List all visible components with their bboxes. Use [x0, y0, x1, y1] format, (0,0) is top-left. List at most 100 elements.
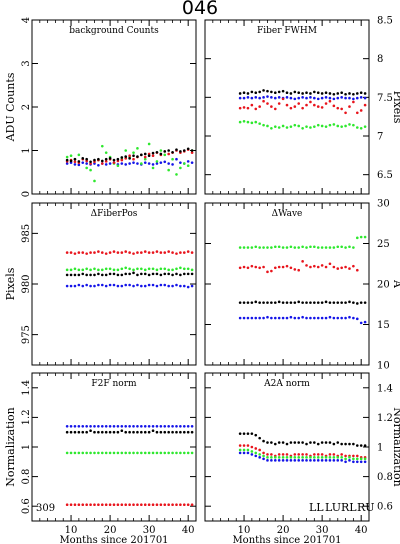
- background-counts-point-series-2: [136, 147, 139, 150]
- a2a-norm-point-series-3: [344, 457, 347, 461]
- fiber-fwhm-point-series-2: [352, 97, 355, 101]
- fiber-fwhm-point-series-1: [336, 92, 340, 95]
- fiber-fwhm-point-series-1: [289, 92, 293, 95]
- f2f-norm-point-series-2: [151, 429, 155, 433]
- f2f-norm-point-series-3: [85, 451, 88, 455]
- wave-point-series-3: [320, 301, 324, 304]
- fiber-fwhm-frame: [204, 19, 370, 195]
- background-counts-point-series-1: [167, 162, 170, 165]
- fiberpos-point-series-1: [65, 251, 69, 254]
- wave-point-series-2: [273, 266, 277, 270]
- fiber-fwhm-point-series-3: [258, 105, 261, 108]
- fiberpos-point-series-4: [85, 283, 88, 287]
- wave-point-series-4: [348, 315, 351, 319]
- a2a-norm-point-series-4: [277, 459, 281, 462]
- f2f-norm-point-series-4: [112, 503, 116, 507]
- a2a-norm-point-series-4: [246, 451, 250, 455]
- f2f-norm-point-series-4: [190, 503, 194, 507]
- fiberpos-point-series-2: [81, 268, 85, 272]
- fiberpos-point-series-3: [89, 273, 92, 277]
- wave-point-series-2: [305, 264, 308, 267]
- f2f-norm-point-series-3: [97, 451, 100, 455]
- fiberpos-point-series-1: [89, 251, 92, 254]
- fiber-fwhm-point-series-4: [352, 123, 355, 127]
- fiberpos-point-series-1: [97, 250, 100, 253]
- fiberpos-point-series-1: [140, 251, 143, 254]
- background-counts-point-series-4: [190, 149, 194, 152]
- background-counts-point-series-3: [112, 161, 116, 164]
- fiber-fwhm-point-series-2: [254, 96, 258, 99]
- f2f-norm-point-series-3: [89, 451, 92, 455]
- fiber-fwhm-point-series-4: [246, 120, 250, 124]
- a2a-norm-point-series-4: [266, 459, 269, 462]
- fiberpos-point-series-1: [163, 251, 167, 254]
- a2a-norm-point-series-1: [305, 442, 308, 446]
- fiber-fwhm-point-series-2: [355, 96, 359, 100]
- a2a-norm-point-series-4: [352, 460, 355, 464]
- a2a-norm-point-series-4: [332, 459, 336, 462]
- wave-point-series-1: [285, 246, 289, 249]
- wave-point-series-4: [242, 316, 246, 320]
- wave-point-series-3: [262, 301, 265, 304]
- wave-point-series-1: [293, 246, 297, 249]
- f2f-norm-point-series-4: [175, 503, 178, 507]
- a2a-norm-point-series-3: [285, 456, 289, 459]
- legend-rl: RL: [341, 501, 357, 514]
- f2f-norm-point-series-1: [104, 424, 108, 428]
- f2f-norm-point-series-2: [163, 430, 167, 434]
- f2f-norm-point-series-1: [108, 424, 112, 428]
- fiber-fwhm-point-series-3: [359, 109, 363, 112]
- a2a-norm-ytick-label: 1: [377, 443, 383, 454]
- f2f-norm-point-series-1: [155, 424, 159, 428]
- fiberpos-ylabel: Pixels: [4, 267, 17, 300]
- wave-title: ΔWave: [272, 209, 303, 219]
- f2f-norm-point-series-1: [179, 424, 182, 428]
- fiber-fwhm-point-series-2: [340, 96, 343, 99]
- a2a-norm-point-series-3: [254, 451, 258, 455]
- wave-point-series-3: [270, 301, 273, 304]
- fiber-fwhm-point-series-1: [285, 91, 289, 94]
- background-counts-point-series-4: [171, 150, 174, 154]
- f2f-norm-point-series-4: [128, 503, 131, 507]
- fiber-fwhm-point-series-2: [348, 96, 351, 100]
- fiberpos-point-series-2: [175, 267, 178, 271]
- fiberpos-point-series-4: [132, 284, 135, 288]
- background-counts-point-series-1: [65, 162, 69, 165]
- fiber-fwhm-point-series-1: [340, 91, 343, 94]
- wave-point-series-1: [281, 246, 285, 249]
- f2f-norm-point-series-1: [97, 424, 100, 428]
- a2a-norm-point-series-1: [246, 432, 250, 435]
- a2a-norm-point-series-3: [273, 456, 277, 459]
- fiberpos-point-series-4: [167, 284, 170, 288]
- f2f-norm-point-series-1: [136, 424, 139, 428]
- wave-point-series-2: [246, 266, 250, 270]
- fiber-fwhm-point-series-3: [293, 105, 297, 108]
- background-counts-point-series-1: [143, 161, 147, 164]
- wave-point-series-4: [324, 316, 328, 320]
- fiber-fwhm-point-series-2: [262, 96, 265, 99]
- fiber-fwhm-point-series-2: [324, 96, 328, 99]
- f2f-norm-point-series-2: [179, 430, 182, 434]
- fiber-fwhm-point-series-2: [293, 97, 297, 101]
- wave-point-series-4: [313, 316, 316, 320]
- fiber-fwhm-point-series-4: [266, 124, 269, 128]
- wave-point-series-3: [266, 301, 269, 304]
- wave-point-series-2: [281, 265, 285, 269]
- fiberpos-point-series-1: [143, 250, 147, 253]
- fiberpos-point-series-1: [108, 251, 112, 254]
- background-counts-point-series-3: [128, 154, 131, 158]
- a2a-norm-point-series-3: [293, 456, 297, 459]
- background-counts-point-series-4: [97, 157, 100, 161]
- fiber-fwhm-point-series-2: [316, 97, 320, 101]
- f2f-norm-point-series-4: [81, 503, 85, 507]
- f2f-norm-point-series-1: [65, 424, 69, 428]
- a2a-norm-xlabel: Months since 201701: [232, 535, 341, 544]
- wave-point-series-3: [254, 300, 258, 304]
- background-counts-point-series-2: [93, 179, 96, 183]
- fiber-fwhm-point-series-4: [297, 124, 301, 128]
- f2f-norm-point-series-2: [77, 430, 81, 434]
- a2a-norm-point-series-2: [355, 454, 359, 458]
- f2f-norm-point-series-2: [93, 430, 96, 434]
- wave-ytick-label: 15: [377, 320, 390, 331]
- f2f-norm-point-series-1: [85, 424, 88, 428]
